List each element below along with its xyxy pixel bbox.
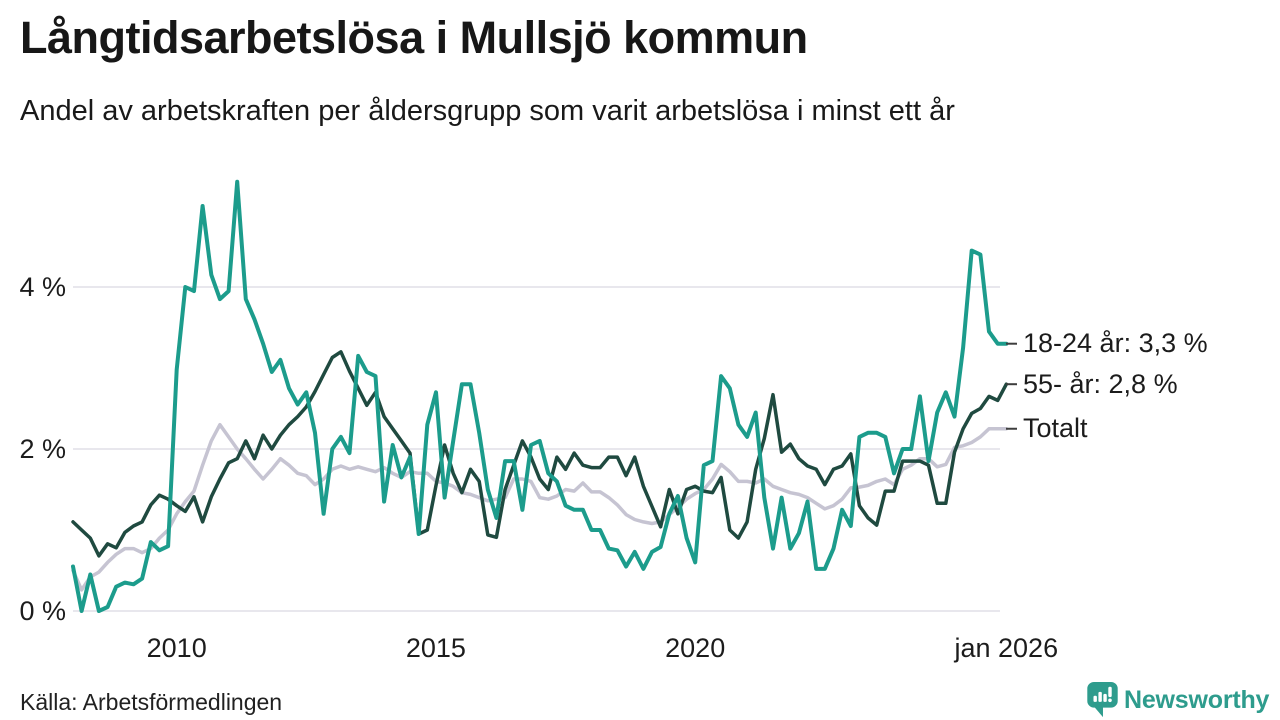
chart-subtitle: Andel av arbetskraften per åldersgrupp s…: [20, 95, 955, 127]
newsworthy-logo: [1086, 681, 1119, 719]
x-axis-tick-label: 2010: [146, 633, 207, 663]
x-axis-tick-label: jan 2026: [954, 633, 1059, 663]
chart-title: Långtidsarbetslösa i Mullsjö kommun: [20, 12, 808, 63]
series-line-totalt: [71, 422, 1009, 592]
newsworthy-logo-icon: [1087, 681, 1118, 718]
series-line-55-ar: [71, 350, 1009, 558]
y-axis-tick-label: 0 %: [19, 596, 66, 626]
series-end-label-18-24-ar: 18-24 år: 3,3 %: [1023, 328, 1208, 359]
newsworthy-logo-text: Newsworthy: [1124, 686, 1270, 714]
y-axis-tick-label: 2 %: [19, 434, 66, 464]
series-end-label-totalt: Totalt: [1023, 413, 1088, 444]
x-axis-tick-label: 2020: [665, 633, 726, 663]
source-note: Källa: Arbetsförmedlingen: [20, 689, 283, 715]
y-axis-tick-label: 4 %: [19, 272, 66, 302]
series-end-label-55-ar: 55- år: 2,8 %: [1023, 368, 1178, 399]
series-line-18-24-ar: [71, 179, 1009, 613]
x-axis-tick-label: 2015: [405, 633, 466, 663]
